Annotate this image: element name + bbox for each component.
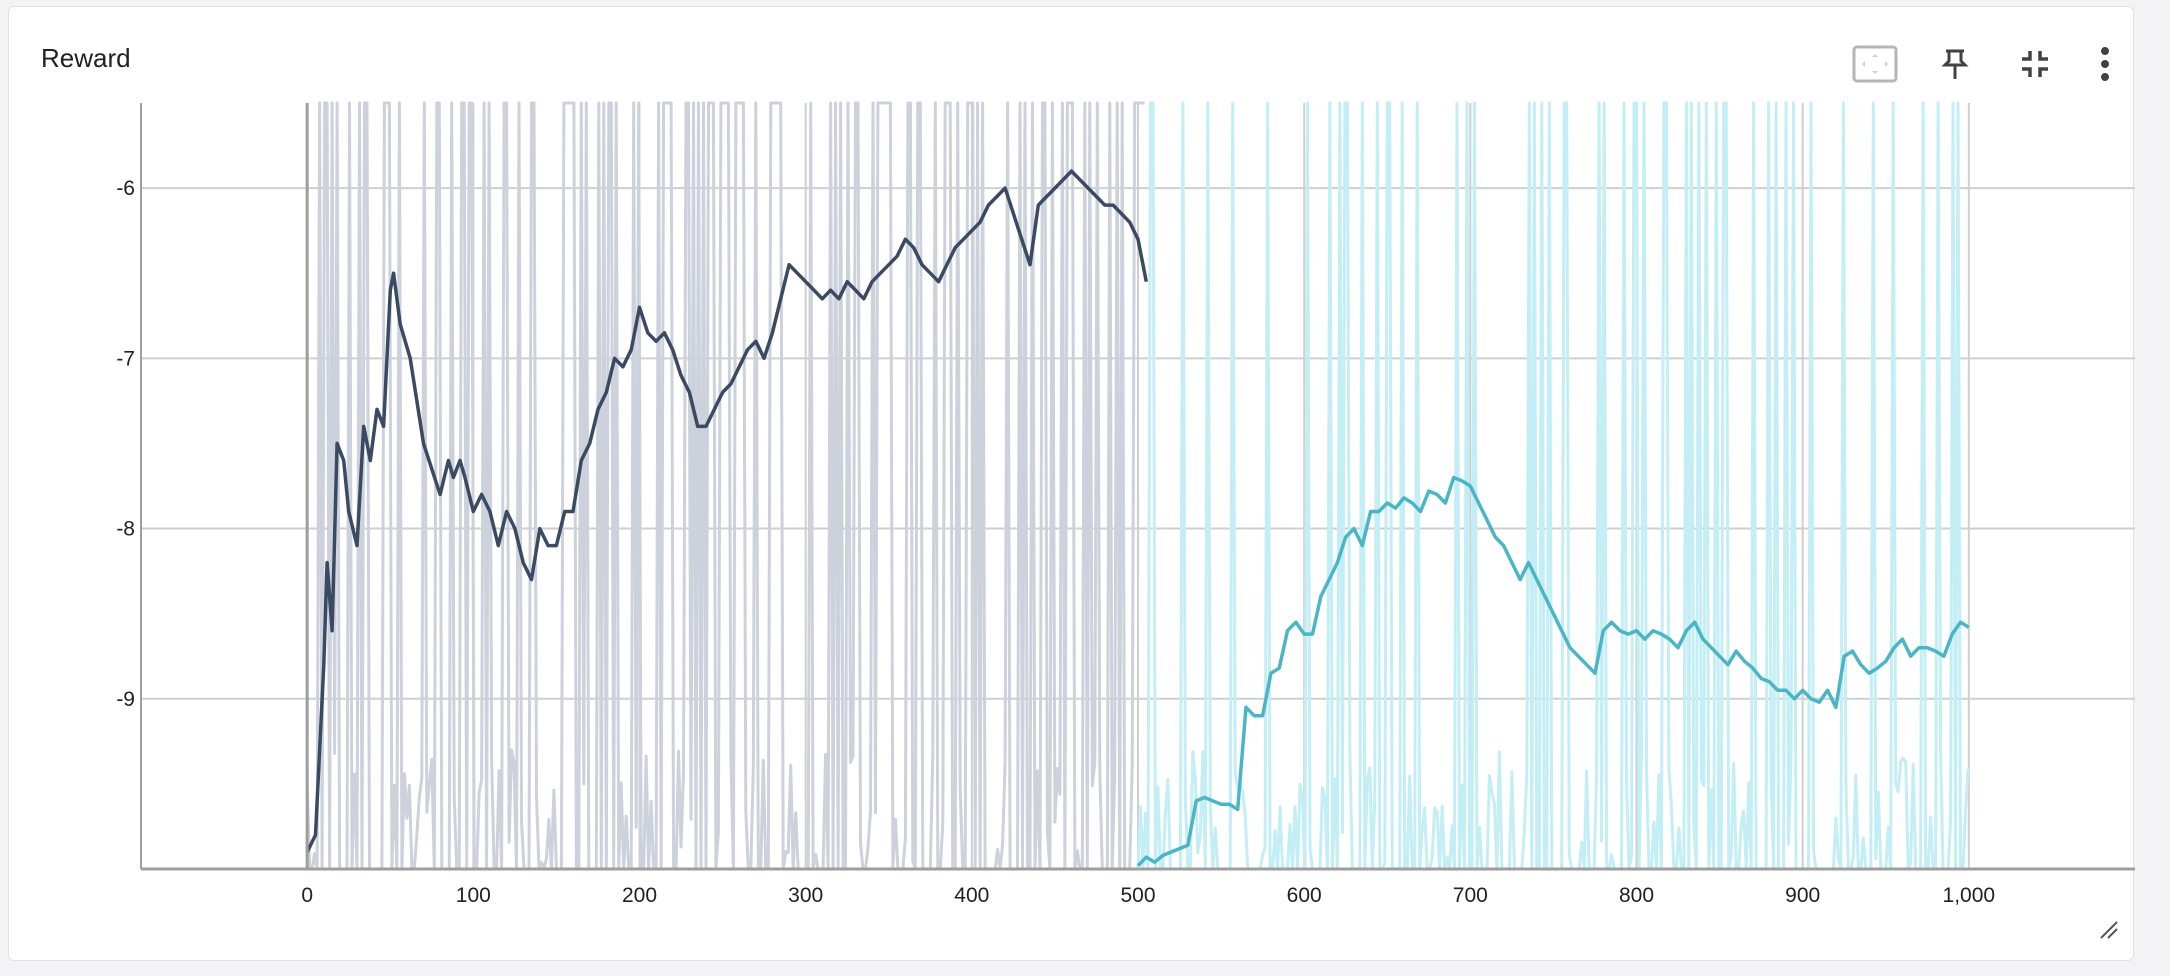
pin-icon [1941,49,1969,79]
fit-domain-icon [1852,45,1898,83]
x-tick-label: 500 [1120,884,1155,907]
card-title: Reward [41,43,131,73]
resize-handle-icon[interactable] [2097,918,2119,940]
reward-chart[interactable]: -6 -7 -8 -9 0 100 200 300 400 500 600 700 800 900 1,00… [9,7,2135,962]
chart-card: Reward -6 -7 -8 -9 0 100 200 300 400 5 [8,6,2135,962]
y-tick-label: -6 [116,177,135,200]
x-tick-label: 100 [456,884,491,907]
x-tick-label: 600 [1287,884,1322,907]
x-tick-label: 1,000 [1943,884,1996,907]
fit-domain-button[interactable] [1847,39,1903,89]
more-vert-icon [2101,47,2109,81]
x-tick-label: 400 [954,884,989,907]
collapse-icon [2022,51,2048,77]
x-tick-label: 300 [788,884,823,907]
pin-button[interactable] [1927,39,1983,89]
x-tick-label: 0 [301,884,313,907]
more-options-button[interactable] [2077,39,2133,89]
series-2-line [1136,475,1970,867]
collapse-button[interactable] [2007,39,2063,89]
x-tick-label: 800 [1619,884,1654,907]
series-1-raw-trace [305,101,1145,871]
series-2-raw-trace [1136,101,1970,871]
y-tick-label: -9 [116,688,135,711]
x-tick-label: 700 [1453,884,1488,907]
y-tick-label: -7 [116,347,135,370]
series-1-line [305,169,1149,853]
x-tick-label: 900 [1785,884,1820,907]
x-tick-label: 200 [622,884,657,907]
y-tick-label: -8 [116,518,135,541]
